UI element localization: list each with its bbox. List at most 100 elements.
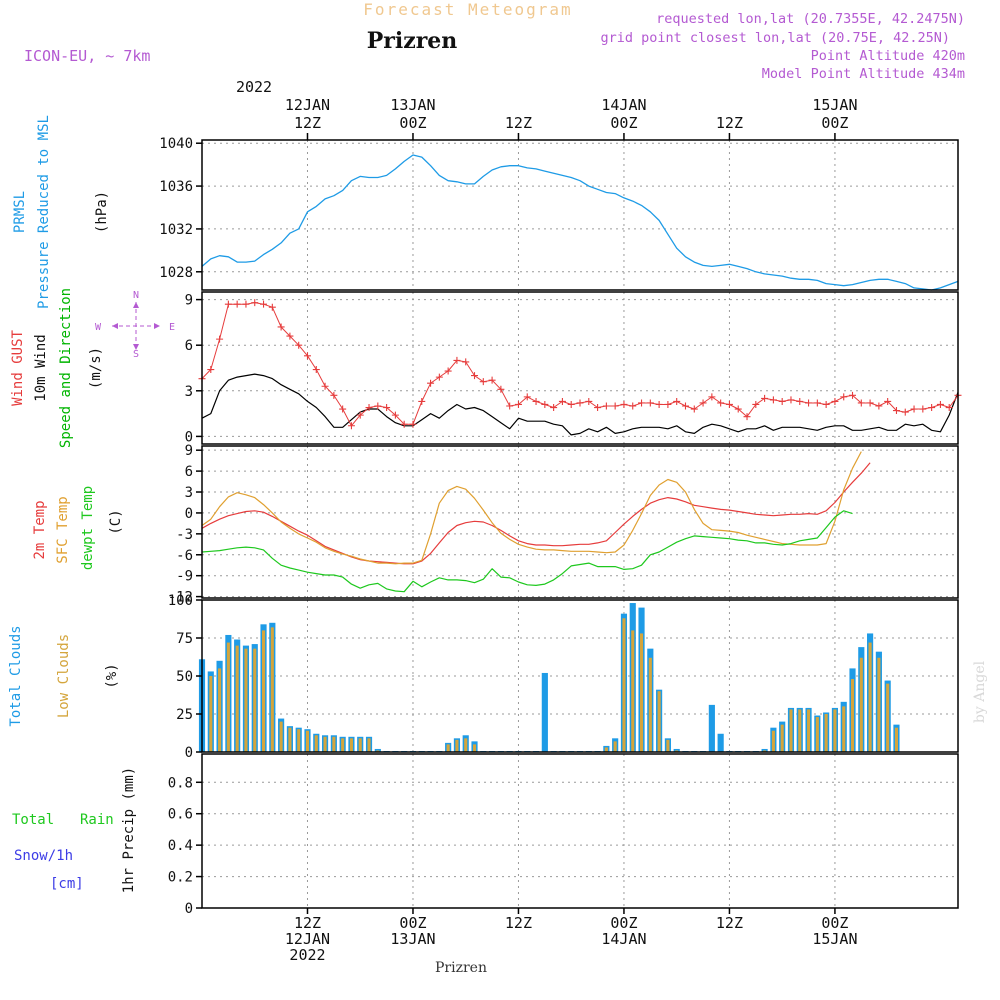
bottom-tick-label-2-0: 12Z [505, 914, 532, 932]
low-cloud-bar-53 [666, 739, 670, 752]
temp2m-label: 2m Temp [32, 500, 48, 559]
ytick-label-precip-3: 0.2 [168, 870, 193, 886]
gust-marker-62 [743, 413, 751, 421]
gust-marker-66 [778, 397, 786, 405]
total-label: Total [12, 812, 54, 828]
temp-unit: (C) [108, 509, 124, 534]
gust-marker-64 [761, 394, 769, 402]
gust-marker-81 [910, 405, 918, 413]
gust-marker-59 [717, 399, 725, 407]
low-clouds-label: Low Clouds [56, 634, 72, 718]
gust-marker-63 [752, 400, 760, 408]
ytick-label-temp-2: 3 [185, 485, 193, 501]
gridpoint-coords: grid point closest lon,lat (20.75E, 42.2… [601, 30, 951, 46]
low-cloud-bar-12 [305, 730, 310, 752]
gust-marker-4 [233, 300, 241, 308]
watermark: by Angel [972, 660, 988, 723]
gust-marker-58 [708, 393, 716, 401]
low-cloud-bar-4 [235, 645, 239, 752]
location-title: Prizren [367, 28, 458, 54]
gust-marker-78 [884, 397, 892, 405]
gust-marker-29 [453, 356, 461, 364]
gust-marker-75 [857, 399, 865, 407]
gust-marker-54 [673, 397, 681, 405]
gust-marker-44 [585, 397, 593, 405]
compass-e: E [169, 322, 175, 333]
ytick-label-precip-0: 0.8 [168, 775, 193, 791]
footer-location: Prizren [435, 960, 487, 976]
low-cloud-bar-10 [288, 727, 292, 752]
low-cloud-bar-77 [877, 657, 881, 752]
gust-marker-21 [383, 404, 391, 412]
gust-marker-60 [725, 400, 733, 408]
gust-marker-23 [400, 420, 408, 428]
pressure-label-2: Pressure Reduced to MSL [36, 115, 52, 309]
gust-marker-80 [901, 408, 909, 416]
gust-marker-69 [805, 399, 813, 407]
gust-marker-19 [365, 404, 373, 412]
gust-marker-77 [875, 402, 883, 410]
frame-temp [201, 445, 959, 599]
gust-marker-20 [374, 402, 382, 410]
low-cloud-bar-5 [244, 648, 248, 752]
gust-marker-52 [655, 400, 663, 408]
gust-marker-14 [321, 382, 329, 390]
point-altitude: Point Altitude 420m [811, 48, 965, 64]
low-cloud-bar-9 [279, 721, 283, 752]
low-cloud-bar-48 [622, 618, 626, 752]
gust-marker-46 [602, 402, 610, 410]
low-cloud-bar-16 [341, 738, 345, 752]
gust-marker-49 [629, 402, 637, 410]
bottom-tick-label-0-0: 12Z [294, 914, 321, 932]
gust-marker-85 [945, 404, 953, 412]
gust-marker-71 [822, 400, 830, 408]
clouds-unit: (%) [104, 663, 120, 688]
gust-marker-57 [699, 399, 707, 407]
clouds-chart [198, 603, 900, 752]
ytick-label-temp-0: 9 [185, 443, 193, 459]
panel-frames [201, 139, 959, 909]
ytick-label-wind-0: 9 [185, 293, 193, 309]
ytick-label-clouds-4: 0 [185, 745, 193, 761]
gust-marker-42 [567, 400, 575, 408]
gust-marker-53 [664, 400, 672, 408]
ytick-label-pressure-3: 1028 [159, 265, 193, 281]
grid-lines [202, 140, 958, 909]
low-cloud-bar-47 [613, 741, 617, 752]
gust-marker-28 [444, 367, 452, 375]
low-cloud-bar-30 [464, 738, 468, 752]
low-cloud-bar-19 [367, 738, 371, 752]
ytick-label-temp-5: -6 [176, 548, 193, 564]
gust-marker-45 [594, 404, 602, 412]
pressure-panel-labels: PRMSL Pressure Reduced to MSL (hPa) [12, 115, 110, 309]
bottom-tick-label-4-0: 12Z [716, 914, 743, 932]
gust-marker-22 [391, 411, 399, 419]
wind-10m-label: 10m Wind [33, 334, 49, 401]
gust-marker-76 [866, 399, 874, 407]
bottom-tick-label-1-1: 13JAN [390, 930, 435, 948]
gust-marker-27 [435, 373, 443, 381]
top-tick-label-2-0: 12Z [505, 114, 532, 132]
total-cloud-bar-39 [541, 672, 548, 752]
ytick-label-temp-7: -12 [168, 590, 193, 606]
low-cloud-bar-70 [815, 717, 819, 752]
gust-marker-9 [277, 323, 285, 331]
low-cloud-bar-64 [763, 750, 767, 752]
gust-marker-84 [936, 400, 944, 408]
low-cloud-bar-50 [639, 633, 644, 752]
gust-marker-61 [734, 405, 742, 413]
ytick-label-precip-4: 0 [185, 901, 193, 917]
gust-marker-32 [479, 378, 487, 386]
gust-marker-33 [488, 376, 496, 384]
ytick-label-pressure-2: 1032 [159, 222, 193, 238]
ytick-label-wind-1: 6 [185, 338, 193, 354]
gust-marker-79 [892, 407, 900, 415]
ytick-label-wind-3: 0 [185, 429, 193, 445]
frame-precip [201, 753, 959, 909]
gust-marker-34 [497, 385, 505, 393]
gust-marker-56 [690, 405, 698, 413]
bottom-tick-label-0-2: 2022 [289, 946, 325, 964]
precip-unit: 1hr Precip (mm) [121, 767, 137, 893]
gust-marker-6 [251, 299, 259, 307]
